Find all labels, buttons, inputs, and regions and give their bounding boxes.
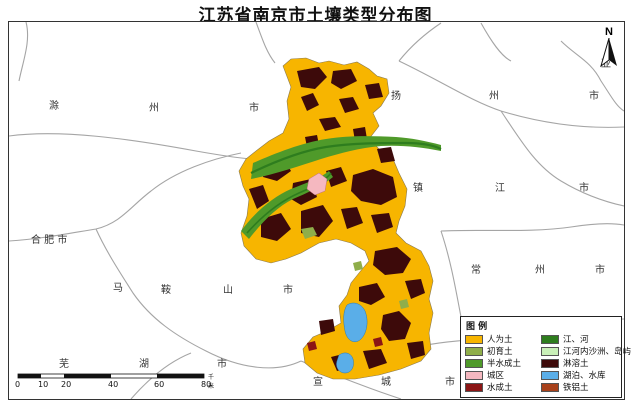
legend-item: 半水成土 <box>465 357 521 369</box>
place-shan: 山 <box>223 284 233 296</box>
place-chu-1: 滁 <box>49 99 59 112</box>
north-label: N <box>605 26 613 38</box>
legend-label: 江、河 <box>563 335 589 345</box>
place-zhou-1: 州 <box>149 102 159 114</box>
legend-title: 图 例 <box>466 322 488 332</box>
scale-tick-label: 40 <box>108 380 119 389</box>
legend-item: 水成土 <box>465 381 513 393</box>
boundary-line <box>95 228 302 369</box>
scale-bar: 0 10 20 40 60 80 千米 <box>15 372 216 394</box>
hydromorphic-patches <box>307 337 383 351</box>
north-arrow-icon <box>600 38 617 68</box>
place-zhou-2: 州 <box>489 90 499 102</box>
place-hu: 湖 <box>139 358 149 370</box>
scale-tick-label: 0 <box>15 380 21 389</box>
boundary-line <box>440 230 462 318</box>
boundary-line <box>18 22 29 82</box>
legend-item: 初育土 <box>465 345 513 357</box>
place-jiang: 江 <box>495 182 505 194</box>
north-arrow: N <box>598 26 620 70</box>
boundary-line <box>440 223 624 232</box>
nanjing-area <box>238 57 434 380</box>
boundary-line <box>500 110 624 207</box>
legend-item: 铁铝土 <box>541 381 589 393</box>
river-main <box>250 141 442 174</box>
boundary-line <box>560 40 624 112</box>
legend-swatch <box>465 370 483 380</box>
legend-label: 人为土 <box>487 335 513 345</box>
boundary-line <box>255 22 276 64</box>
place-ya: 亚 <box>601 59 611 70</box>
legend-label: 半水成土 <box>487 359 522 369</box>
place-shi-1: 市 <box>249 101 259 114</box>
legend-label: 淋溶土 <box>563 359 589 369</box>
legend-item: 人为土 <box>465 333 513 345</box>
place-yang-1: 扬 <box>391 89 401 102</box>
place-shi-4: 市 <box>283 283 293 296</box>
place-zhou-3: 州 <box>535 264 545 276</box>
place-shi-5: 市 <box>595 263 605 276</box>
legend-swatch <box>465 382 483 392</box>
boundary-line <box>9 133 282 161</box>
legend-swatch <box>465 358 483 368</box>
legend-swatch <box>465 346 483 356</box>
legend-label: 初育土 <box>487 347 513 357</box>
place-shi-2: 市 <box>589 89 599 102</box>
scale-tick-label: 20 <box>61 380 72 389</box>
legend-item: 淋溶土 <box>541 357 589 369</box>
legend-box: 图 例 人为土 江、河初育土 江河内沙洲、岛屿半水成土 淋溶土城区 湖泊、水库水成土 铁铝… <box>460 316 631 398</box>
legend-label: 江河内沙洲、岛屿 <box>563 347 631 357</box>
boundary-line <box>130 352 192 399</box>
primitive-soil-patches <box>301 227 409 309</box>
boundary-line <box>9 152 242 242</box>
urban-area <box>306 172 328 196</box>
legend-swatch <box>541 334 559 344</box>
boundary-line <box>480 22 512 62</box>
scale-unit: 千米 <box>208 374 215 390</box>
scale-bar-graphic <box>17 373 205 379</box>
legend-swatch <box>541 346 559 356</box>
place-ma: 马 <box>113 282 123 294</box>
scale-tick-label: 80 <box>201 380 212 389</box>
scale-tick-label: 60 <box>154 380 165 389</box>
legend-item: 江、河 <box>541 333 589 345</box>
legend-label: 城区 <box>487 371 505 381</box>
boundary-line <box>398 22 442 62</box>
place-cheng: 城 <box>381 376 391 388</box>
place-an: 鞍 <box>161 283 171 296</box>
place-shi-6: 市 <box>217 357 227 370</box>
scale-tick-label: 10 <box>38 380 49 389</box>
legend-item: 江河内沙洲、岛屿 <box>541 345 631 357</box>
map-canvas: 滁 州 市 扬 州 市 镇 江 市 合 肥 市 马 鞍 山 市 常 州 市 芜 … <box>9 22 624 399</box>
legend-label: 湖泊、水库 <box>563 371 606 381</box>
luvisol-patches <box>249 67 425 371</box>
place-zhen: 镇 <box>413 181 423 194</box>
nanjing-region <box>238 57 442 380</box>
place-labels: 滁 州 市 扬 州 市 镇 江 市 合 肥 市 马 鞍 山 市 常 州 市 芜 … <box>31 59 611 388</box>
legend-swatch <box>465 334 483 344</box>
place-hefei: 合 肥 市 <box>31 233 67 246</box>
legend-swatch <box>541 358 559 368</box>
legend-label: 水成土 <box>487 383 513 393</box>
legend-label: 铁铝土 <box>563 383 589 393</box>
place-wu: 芜 <box>59 357 69 370</box>
place-shi-3: 市 <box>579 181 589 194</box>
legend-item: 湖泊、水库 <box>541 369 606 381</box>
lake-patches <box>336 302 368 374</box>
legend-swatch <box>541 382 559 392</box>
place-shi-7: 市 <box>445 375 455 388</box>
legend-swatch <box>541 370 559 380</box>
place-chang: 常 <box>471 263 481 276</box>
legend-item: 城区 <box>465 369 504 381</box>
place-xuan: 宣 <box>313 375 323 388</box>
